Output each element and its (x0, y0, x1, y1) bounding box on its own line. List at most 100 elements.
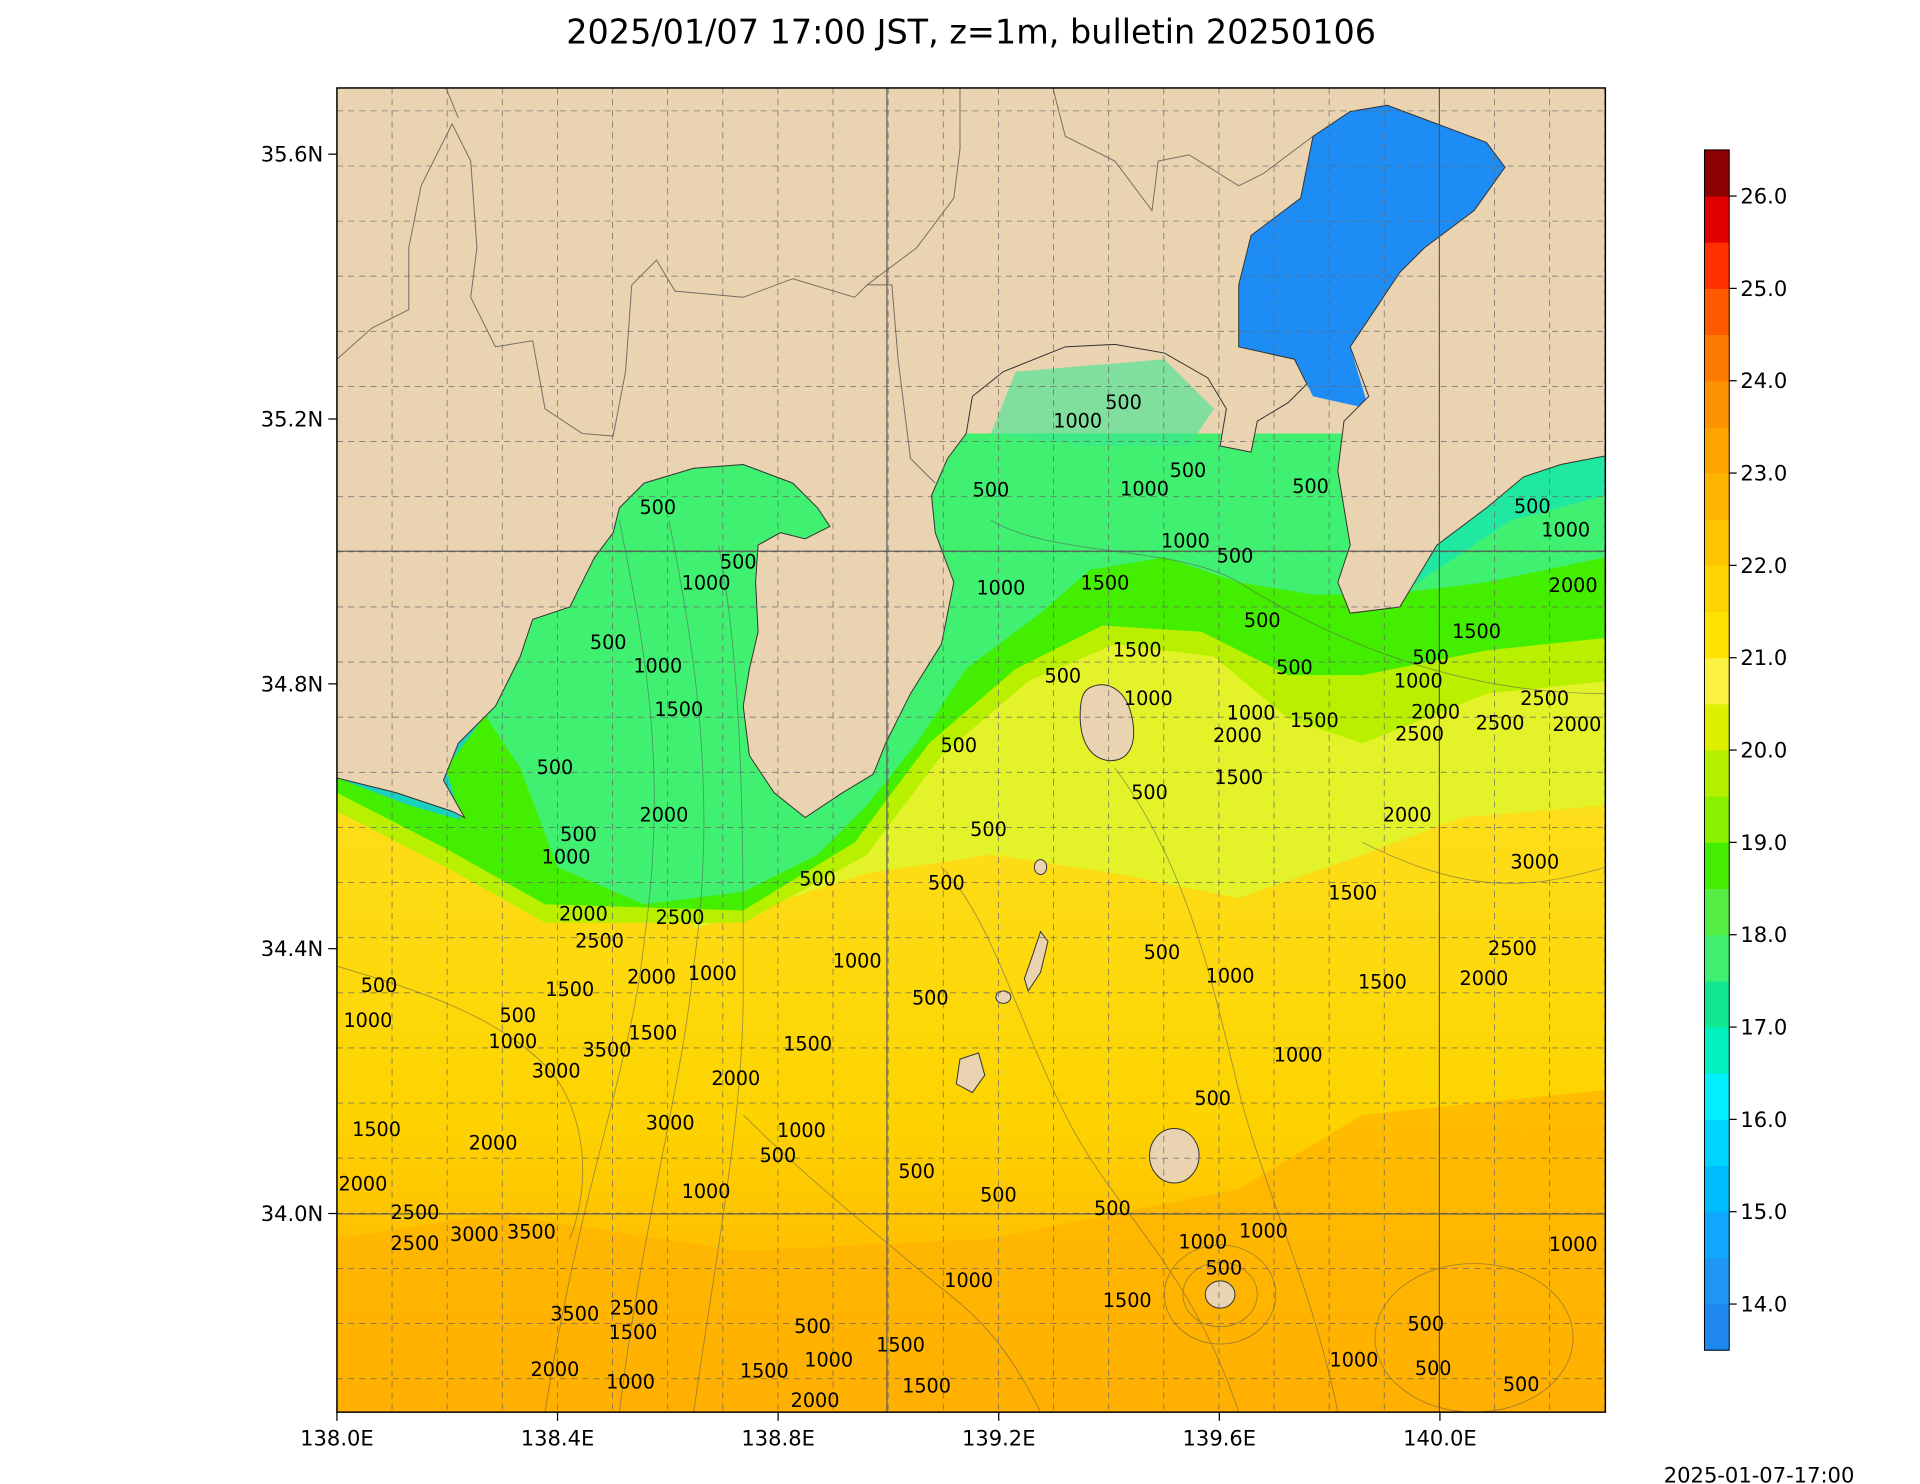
coastline (336, 104, 1606, 819)
colorbar-tick-label: 20.0 (1740, 737, 1787, 762)
contour-label: 1000 (1541, 518, 1590, 541)
colorbar-tick-label: 26.0 (1740, 183, 1787, 208)
contour-label: 500 (361, 974, 398, 997)
contour-label: 500 (898, 1160, 935, 1183)
contour-label: 1000 (1274, 1044, 1323, 1067)
colorbar-band (1704, 611, 1730, 659)
contour-label: 2000 (469, 1132, 518, 1155)
sst-region (336, 1090, 1606, 1413)
sst-region (990, 359, 1214, 446)
colorbar-band (1704, 473, 1730, 520)
contour-label: 2000 (627, 966, 676, 989)
contour-label: 1500 (1214, 766, 1263, 789)
contour-label: 1000 (1178, 1231, 1227, 1254)
graticule (336, 87, 1606, 1413)
contour-label: 1500 (1328, 881, 1377, 904)
contour-label: 500 (970, 818, 1007, 841)
colorbar-band (1704, 1211, 1730, 1259)
plot-frame (336, 87, 1607, 1413)
contour-label: 1000 (488, 1030, 537, 1053)
colorbar-band (1704, 1165, 1730, 1213)
colorbar-tick-label: 16.0 (1740, 1107, 1787, 1132)
contour-label: 500 (1094, 1197, 1131, 1220)
contour-label: 3000 (450, 1223, 499, 1246)
contour-label: 1500 (352, 1118, 401, 1141)
contour-label: 500 (537, 756, 574, 779)
contour-label: 500 (590, 631, 627, 654)
contour-label: 3500 (507, 1221, 556, 1244)
contour-label: 1500 (1113, 639, 1162, 662)
contour-label: 500 (760, 1144, 797, 1167)
contour-label: 500 (794, 1315, 831, 1338)
contour-label: 1500 (740, 1359, 789, 1382)
contour-label: 2500 (391, 1201, 440, 1224)
x-tick-label: 138.8E (741, 1426, 815, 1451)
contour-label: 500 (720, 551, 757, 574)
y-tick-label: 34.4N (261, 936, 324, 961)
contour-label: 500 (1170, 459, 1207, 482)
x-tick-label: 139.2E (962, 1426, 1036, 1451)
contour-label: 1500 (628, 1021, 677, 1044)
contour-label: 500 (1292, 475, 1329, 498)
contour-label: 500 (1276, 656, 1313, 679)
contour-label: 1000 (1227, 702, 1276, 725)
contour-label: 500 (1206, 1257, 1243, 1280)
colorbar-tick-label: 22.0 (1740, 553, 1787, 578)
contour-label: 2500 (391, 1232, 440, 1255)
contour-label: 500 (1244, 609, 1281, 632)
contour-label: 1000 (1120, 477, 1169, 500)
colorbar-tick-label: 23.0 (1740, 460, 1787, 485)
colorbar-tick-label: 24.0 (1740, 368, 1787, 393)
contour-label: 500 (1217, 544, 1254, 567)
contour-label: 500 (1407, 1312, 1444, 1335)
contour-label: 1000 (1329, 1348, 1378, 1371)
contour-label: 500 (639, 496, 676, 519)
contour-label: 2000 (531, 1358, 580, 1381)
colorbar-band (1704, 703, 1730, 751)
contour-label: 500 (1131, 781, 1168, 804)
contour-label: 1000 (633, 655, 682, 678)
contour-label: 500 (1503, 1373, 1540, 1396)
timestamp: 2025-01-07-17:00 (1664, 1463, 1855, 1484)
contour-label: 1000 (1124, 687, 1173, 710)
contour-label: 500 (1412, 646, 1449, 669)
title: 2025/01/07 17:00 JST, z=1m, bulletin 202… (566, 12, 1376, 51)
contour-label: 1000 (343, 1009, 392, 1032)
contour-label: 500 (499, 1004, 536, 1027)
contour-label: 500 (799, 868, 836, 891)
contour-label: 1000 (976, 577, 1025, 600)
contour-label: 1500 (1081, 572, 1130, 595)
contour-label: 2000 (559, 902, 608, 925)
bathymetry-contours (336, 519, 1606, 1413)
contour-label: 2000 (1552, 713, 1601, 736)
contour-label: 500 (940, 734, 977, 757)
contour-label: 500 (1045, 665, 1082, 688)
x-tick-label: 138.4E (521, 1426, 595, 1451)
contour-label: 1000 (1549, 1233, 1598, 1256)
contour-label: 1000 (682, 572, 731, 595)
contour-label: 500 (1415, 1357, 1452, 1380)
contour-label: 2000 (711, 1067, 760, 1090)
colorbar-band (1704, 842, 1730, 890)
contour-label: 1500 (1290, 709, 1339, 732)
contour-label: 1000 (682, 1180, 731, 1203)
colorbar-band (1704, 980, 1730, 1028)
contour-label: 1500 (1358, 971, 1407, 994)
contour-label: 1500 (876, 1333, 925, 1356)
colorbar-band (1704, 519, 1730, 566)
colorbar-band (1704, 334, 1730, 382)
colorbar-band (1704, 196, 1730, 243)
contour-label: 3500 (550, 1302, 599, 1325)
contour-label: 2500 (1395, 723, 1444, 746)
contour-label: 1000 (1206, 964, 1255, 987)
colorbar-band (1704, 1119, 1730, 1167)
contour-label: 1000 (688, 962, 737, 985)
colorbar-band (1704, 565, 1730, 613)
contour-label: 1500 (783, 1032, 832, 1055)
contour-label: 500 (1514, 495, 1551, 518)
contour-label: 3000 (532, 1060, 581, 1083)
contour-label: 2500 (1476, 712, 1525, 735)
contour-label: 1000 (804, 1348, 853, 1371)
